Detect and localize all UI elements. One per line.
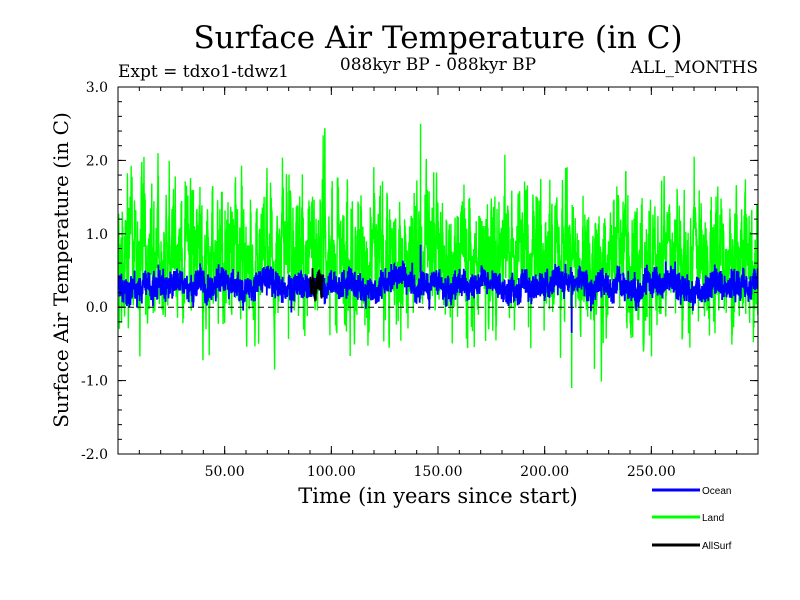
period-label: 088kyr BP - 088kyr BP [340, 55, 536, 75]
series-line-land [118, 123, 758, 388]
x-tick-label: 50.00 [205, 464, 245, 480]
x-tick-label: 200.00 [520, 464, 569, 480]
legend: Ocean Land AllSurf [652, 486, 732, 552]
series-layer [118, 123, 758, 388]
y-tick-label: -1.0 [81, 374, 108, 390]
x-axis-label: Time (in years since start) [298, 484, 577, 508]
y-tick-label: 0.0 [86, 300, 108, 316]
chart-title: Surface Air Temperature (in C) [193, 20, 682, 56]
series-line-allsurf [309, 268, 324, 302]
legend-label-allsurf: AllSurf [702, 541, 732, 552]
y-tick-label: 3.0 [86, 80, 108, 96]
legend-label-ocean: Ocean [702, 486, 731, 497]
tick-layer: -2.0 -1.0 0.0 1.0 2.0 3.0 50.00 100.00 150.00 200… [81, 80, 758, 480]
y-tick-label: 1.0 [86, 227, 108, 243]
x-tick-label: 250.00 [627, 464, 676, 480]
experiment-label: Expt = tdxo1-tdwz1 [118, 62, 289, 82]
y-tick-label: 2.0 [86, 153, 108, 169]
x-tick-label: 150.00 [414, 464, 463, 480]
series-line-ocean [118, 244, 758, 333]
y-tick-label: -2.0 [81, 447, 108, 463]
plot-area: -2.0 -1.0 0.0 1.0 2.0 3.0 50.00 100.00 150.00 200… [81, 80, 759, 480]
x-tick-label: 100.00 [307, 464, 356, 480]
months-label: ALL_MONTHS [630, 58, 758, 78]
y-axis-label: Surface Air Temperature (in C) [49, 112, 73, 428]
legend-label-land: Land [702, 513, 724, 524]
